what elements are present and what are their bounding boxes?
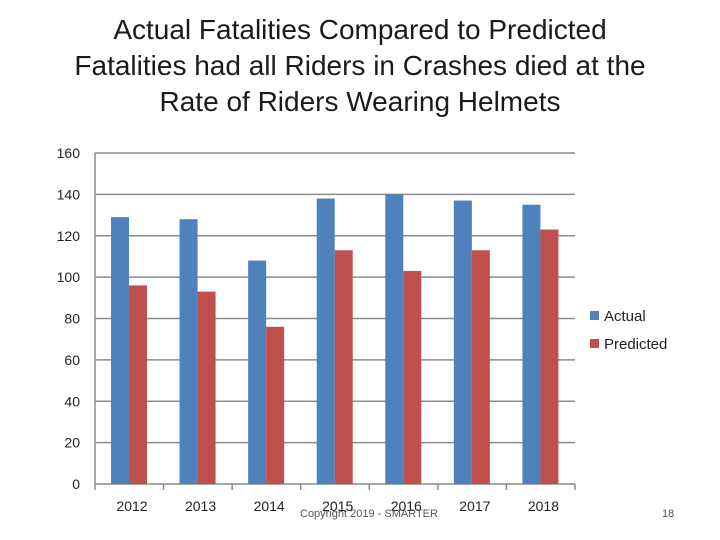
bar-predicted-2016: [403, 270, 422, 484]
legend-swatch-actual: [590, 311, 599, 320]
bar-predicted-2014: [266, 326, 285, 484]
bar-predicted-2017: [471, 250, 490, 484]
y-tick-label-100: 100: [57, 269, 81, 285]
y-tick-label-60: 60: [64, 352, 80, 368]
bar-actual-2012: [111, 217, 129, 484]
legend-swatch-predicted: [590, 339, 599, 348]
y-tick-label-20: 20: [64, 435, 80, 451]
y-tick-label-40: 40: [64, 393, 80, 409]
bar-predicted-2015: [334, 250, 353, 484]
y-tick-label-80: 80: [64, 311, 80, 327]
bar-predicted-2012: [129, 285, 147, 484]
legend-label-actual: Actual: [604, 308, 646, 325]
bar-actual-2018: [522, 204, 541, 484]
y-tick-label-0: 0: [72, 476, 80, 492]
bar-predicted-2018: [540, 229, 559, 484]
legend-label-predicted: Predicted: [604, 336, 667, 353]
bar-actual-2016: [385, 194, 404, 484]
x-tick-label-2012: 2012: [116, 498, 147, 514]
title-line-3: Rate of Riders Wearing Helmets: [159, 86, 561, 117]
slide-title: Actual Fatalities Compared to Predicted …: [30, 12, 690, 120]
x-tick-label-2013: 2013: [185, 498, 216, 514]
bar-actual-2013: [179, 219, 198, 484]
bar-predicted-2013: [197, 291, 216, 484]
y-tick-label-160: 160: [57, 145, 81, 161]
x-tick-label-2017: 2017: [459, 498, 490, 514]
bar-actual-2014: [248, 260, 267, 484]
y-tick-label-120: 120: [57, 228, 81, 244]
copyright-footer: Copyright 2019 - SMARTER: [300, 508, 438, 520]
y-tick-label-140: 140: [57, 186, 81, 202]
bar-actual-2017: [453, 200, 472, 485]
x-tick-label-2014: 2014: [254, 498, 285, 514]
x-tick-label-2015: 2015: [322, 498, 353, 514]
x-tick-label-2018: 2018: [528, 498, 559, 514]
x-tick-label-2016: 2016: [391, 498, 422, 514]
page-number: 18: [662, 508, 675, 520]
bar-actual-2015: [316, 198, 335, 484]
title-line-2: Fatalities had all Riders in Crashes die…: [74, 50, 646, 81]
title-line-1: Actual Fatalities Compared to Predicted: [113, 14, 607, 45]
